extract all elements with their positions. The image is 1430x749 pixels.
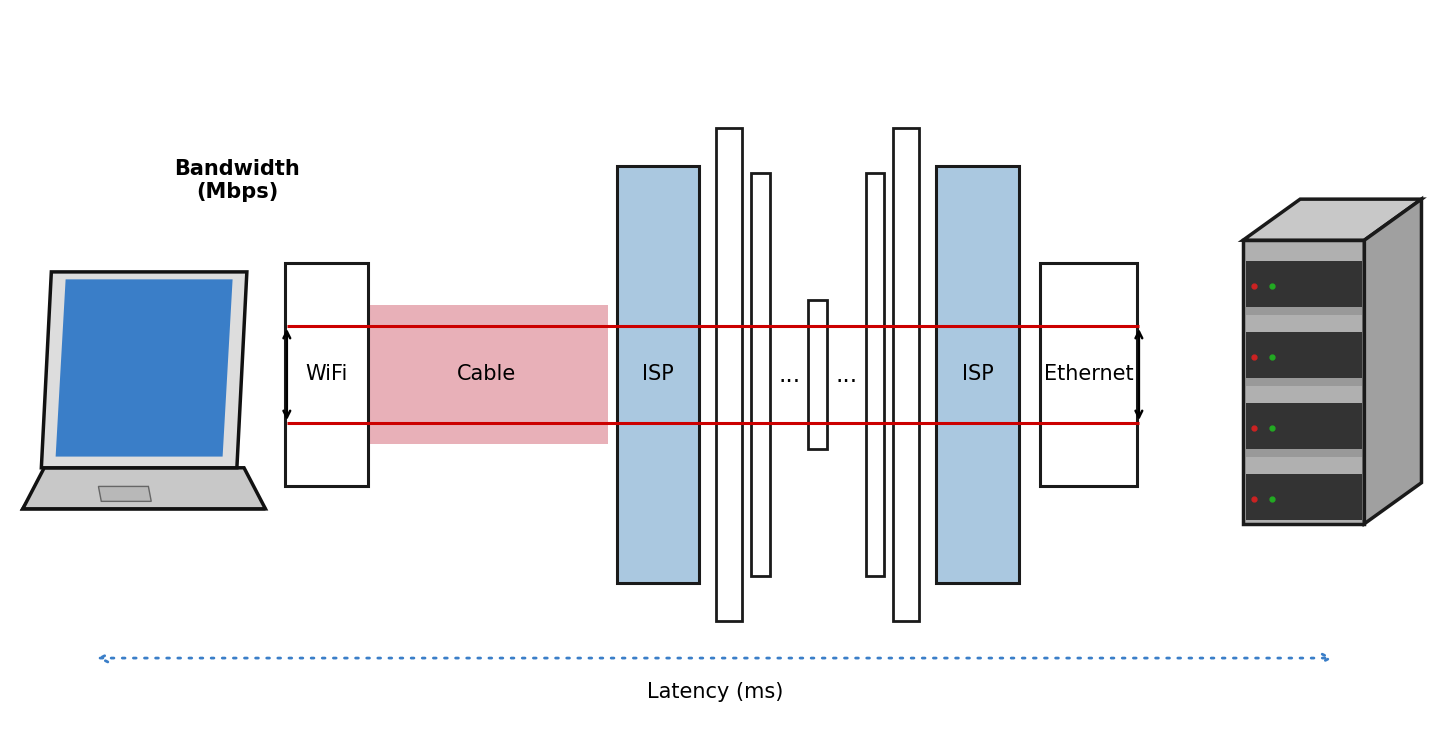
Text: ...: ... [835,363,858,386]
Bar [1246,332,1361,378]
Polygon shape [41,272,247,468]
Text: Bandwidth
(Mbps): Bandwidth (Mbps) [174,159,300,202]
Bar [1246,474,1361,520]
Bar [1041,263,1137,486]
Bar [716,128,742,621]
Text: ISP: ISP [642,365,674,384]
Bar [1246,261,1361,307]
Text: ISP: ISP [962,365,994,384]
Polygon shape [23,486,266,509]
Polygon shape [1364,199,1421,524]
Text: Cable: Cable [458,365,516,384]
Bar [808,300,827,449]
Text: ...: ... [778,363,801,386]
Bar [1246,403,1361,449]
Polygon shape [99,486,152,501]
Bar [1246,378,1361,386]
Polygon shape [1243,240,1364,524]
Polygon shape [23,468,266,509]
Bar [865,173,884,576]
Bar [894,128,919,621]
Bar [1246,449,1361,457]
Bar [616,166,699,583]
Bar [1246,307,1361,315]
Bar [937,166,1020,583]
Text: Latency (ms): Latency (ms) [646,682,784,702]
Text: Ethernet: Ethernet [1044,365,1134,384]
Polygon shape [1243,199,1421,240]
Bar [286,263,368,486]
Text: WiFi: WiFi [306,365,347,384]
Polygon shape [56,279,233,457]
Bar [365,306,608,443]
Bar [751,173,769,576]
